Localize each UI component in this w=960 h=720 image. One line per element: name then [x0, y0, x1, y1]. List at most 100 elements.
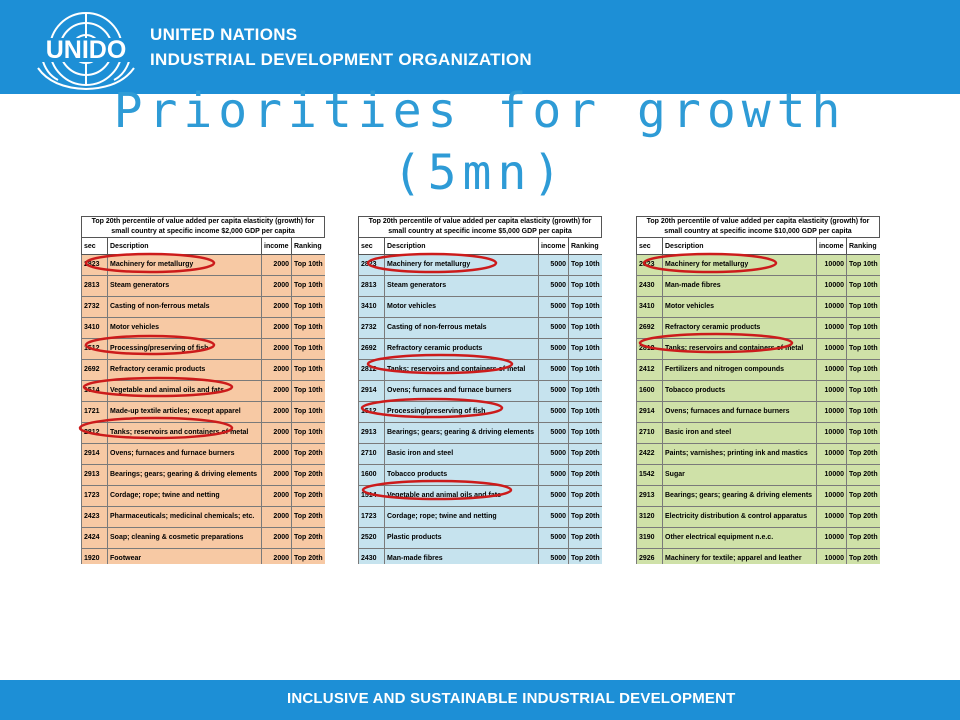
- cell-description: Made-up textile articles; except apparel: [107, 401, 262, 423]
- cell-sec: 3410: [358, 296, 385, 318]
- cell-description: Steam generators: [107, 275, 262, 297]
- cell-ranking: Top 20th: [291, 443, 325, 465]
- cell-ranking: Top 10th: [291, 422, 325, 444]
- cell-description: Refractory ceramic products: [384, 338, 539, 360]
- cell-income: 5000: [538, 464, 569, 486]
- cell-ranking: Top 10th: [291, 275, 325, 297]
- cell-income: 2000: [261, 380, 292, 402]
- cell-income: 2000: [261, 275, 292, 297]
- cell-income: 2000: [261, 443, 292, 465]
- cell-sec: 2813: [81, 275, 108, 297]
- table-row: 1723 Cordage; rope; twine and netting 5000…: [358, 506, 602, 528]
- cell-income: 5000: [538, 485, 569, 507]
- org-line-1: UNITED NATIONS: [150, 25, 298, 44]
- cell-description: Machinery for textile; apparel and leath…: [662, 548, 817, 564]
- cell-ranking: Top 20th: [568, 527, 602, 549]
- cell-sec: 3190: [636, 527, 663, 549]
- cell-sec: 1514: [81, 380, 108, 402]
- cell-description: Refractory ceramic products: [662, 317, 817, 339]
- cell-description: Other electrical equipment n.e.c.: [662, 527, 817, 549]
- cell-ranking: Top 10th: [568, 296, 602, 318]
- col-header-description: Description: [384, 237, 539, 255]
- cell-ranking: Top 10th: [291, 401, 325, 423]
- cell-income: 10000: [816, 506, 847, 528]
- cell-sec: 2692: [636, 317, 663, 339]
- cell-ranking: Top 20th: [291, 464, 325, 486]
- cell-income: 5000: [538, 401, 569, 423]
- table-row: 2812 Tanks; reservoirs and containers of …: [81, 422, 325, 444]
- cell-sec: 2914: [636, 401, 663, 423]
- cell-sec: 1512: [81, 338, 108, 360]
- table-income-2000: Top 20th percentile of value added per c…: [81, 216, 325, 564]
- col-header-income: income: [816, 237, 847, 255]
- cell-sec: 2913: [636, 485, 663, 507]
- cell-ranking: Top 10th: [568, 359, 602, 381]
- cell-ranking: Top 20th: [568, 548, 602, 564]
- cell-income: 5000: [538, 275, 569, 297]
- cell-description: Ovens; furnaces and furnace burners: [384, 380, 539, 402]
- cell-description: Refractory ceramic products: [107, 359, 262, 381]
- cell-sec: 1514: [358, 485, 385, 507]
- table-row: 2692 Refractory ceramic products 5000 Top 1…: [358, 338, 602, 360]
- table-row: 1514 Vegetable and animal oils and fats 50…: [358, 485, 602, 507]
- cell-income: 10000: [816, 485, 847, 507]
- cell-description: Electricity distribution & control appar…: [662, 506, 817, 528]
- table-row: 1600 Tobacco products 5000 Top 20th: [358, 464, 602, 486]
- cell-description: Tanks; reservoirs and containers of meta…: [662, 338, 817, 360]
- table-row: 2812 Tanks; reservoirs and containers of …: [358, 359, 602, 381]
- cell-income: 10000: [816, 443, 847, 465]
- table-row: 1600 Tobacco products 10000 Top 10th: [636, 380, 880, 402]
- cell-ranking: Top 10th: [846, 338, 880, 360]
- cell-ranking: Top 10th: [291, 317, 325, 339]
- cell-description: Soap; cleaning & cosmetic preparations: [107, 527, 262, 549]
- cell-ranking: Top 10th: [846, 422, 880, 444]
- table-row: 2812 Tanks; reservoirs and containers of …: [636, 338, 880, 360]
- cell-description: Casting of non-ferrous metals: [107, 296, 262, 318]
- cell-ranking: Top 10th: [568, 254, 602, 276]
- cell-description: Bearings; gears; gearing & driving eleme…: [662, 485, 817, 507]
- cell-ranking: Top 20th: [568, 443, 602, 465]
- cell-ranking: Top 10th: [568, 401, 602, 423]
- cell-ranking: Top 10th: [846, 254, 880, 276]
- table-income-10000: Top 20th percentile of value added per c…: [636, 216, 880, 564]
- cell-sec: 2520: [358, 527, 385, 549]
- cell-sec: 2710: [358, 443, 385, 465]
- cell-sec: 2823: [358, 254, 385, 276]
- table-caption: Top 20th percentile of value added per c…: [358, 216, 602, 237]
- cell-ranking: Top 10th: [846, 275, 880, 297]
- cell-income: 10000: [816, 401, 847, 423]
- cell-income: 5000: [538, 422, 569, 444]
- cell-sec: 1723: [81, 485, 108, 507]
- table-row: 2520 Plastic products 5000 Top 20th: [358, 527, 602, 549]
- data-table: sec Description income Ranking 2823 Machinery…: [358, 237, 602, 564]
- cell-description: Machinery for metallurgy: [662, 254, 817, 276]
- table-caption: Top 20th percentile of value added per c…: [636, 216, 880, 237]
- col-header-sec: sec: [81, 237, 108, 255]
- cell-ranking: Top 20th: [291, 548, 325, 564]
- cell-income: 5000: [538, 527, 569, 549]
- cell-sec: 2813: [358, 275, 385, 297]
- cell-sec: 2412: [636, 359, 663, 381]
- slide-title: Priorities for growth (5mn): [0, 80, 960, 204]
- cell-income: 5000: [538, 359, 569, 381]
- cell-sec: 2430: [636, 275, 663, 297]
- cell-income: 10000: [816, 359, 847, 381]
- col-header-ranking: Ranking: [291, 237, 325, 255]
- table-row: 1721 Made-up textile articles; except app…: [81, 401, 325, 423]
- cell-sec: 2422: [636, 443, 663, 465]
- cell-sec: 2913: [358, 422, 385, 444]
- cell-income: 5000: [538, 380, 569, 402]
- cell-description: Basic iron and steel: [384, 443, 539, 465]
- cell-ranking: Top 10th: [568, 317, 602, 339]
- table-row: 2823 Machinery for metallurgy 2000 Top 10th: [81, 254, 325, 276]
- cell-sec: 3120: [636, 506, 663, 528]
- cell-income: 2000: [261, 359, 292, 381]
- cell-sec: 1920: [81, 548, 108, 564]
- table-row: 1920 Footwear 2000 Top 20th: [81, 548, 325, 564]
- cell-ranking: Top 20th: [568, 464, 602, 486]
- cell-sec: 3410: [81, 317, 108, 339]
- table-header-row: sec Description income Ranking: [636, 237, 880, 255]
- cell-description: Fertilizers and nitrogen compounds: [662, 359, 817, 381]
- table-row: 3410 Motor vehicles 5000 Top 10th: [358, 296, 602, 318]
- cell-sec: 2926: [636, 548, 663, 564]
